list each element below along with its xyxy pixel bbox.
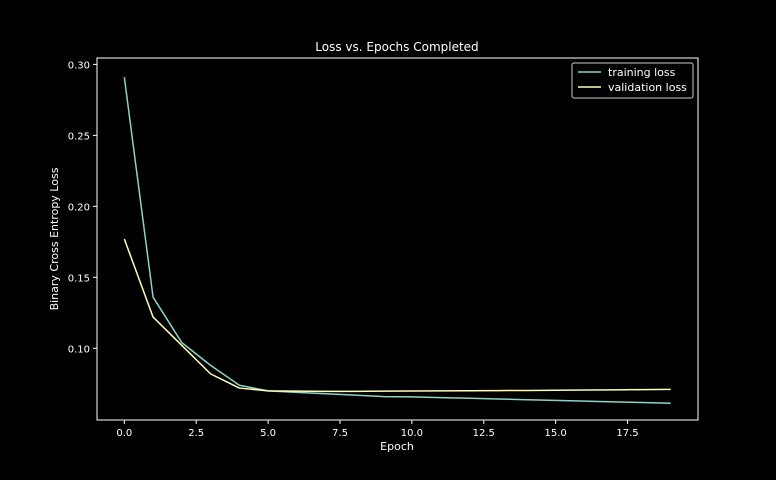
chart-title: Loss vs. Epochs Completed — [315, 40, 478, 54]
y-tick-label: 0.20 — [68, 202, 90, 213]
x-axis-ticks: 0.0 2.5 5.0 7.5 10.0 12.5 15.0 17.5 — [116, 420, 639, 439]
y-axis-ticks: 0.10 0.15 0.20 0.25 0.30 — [68, 60, 97, 355]
x-tick-label: 15.0 — [545, 428, 567, 439]
x-axis-label: Epoch — [380, 440, 414, 453]
x-tick-label: 17.5 — [616, 428, 638, 439]
legend: training loss validation loss — [571, 62, 694, 99]
x-tick-label: 0.0 — [116, 428, 132, 439]
y-tick-label: 0.30 — [68, 60, 90, 71]
y-tick-label: 0.10 — [68, 344, 90, 355]
series-line-validation-loss — [123, 238, 671, 393]
series-line-training-loss — [123, 77, 671, 404]
x-tick-label: 7.5 — [332, 428, 348, 439]
y-tick-label: 0.25 — [68, 131, 90, 142]
y-axis-label: Binary Cross Entropy Loss — [48, 167, 61, 310]
legend-box — [571, 62, 694, 99]
x-tick-label: 12.5 — [473, 428, 495, 439]
y-tick-label: 0.15 — [68, 273, 90, 284]
series-lines — [123, 77, 671, 404]
x-tick-label: 5.0 — [260, 428, 276, 439]
x-tick-label: 2.5 — [188, 428, 204, 439]
plot-frame — [96, 57, 699, 421]
x-tick-label: 10.0 — [401, 428, 423, 439]
legend-label-validation-loss: validation loss — [608, 81, 687, 94]
legend-label-training-loss: training loss — [608, 66, 676, 79]
